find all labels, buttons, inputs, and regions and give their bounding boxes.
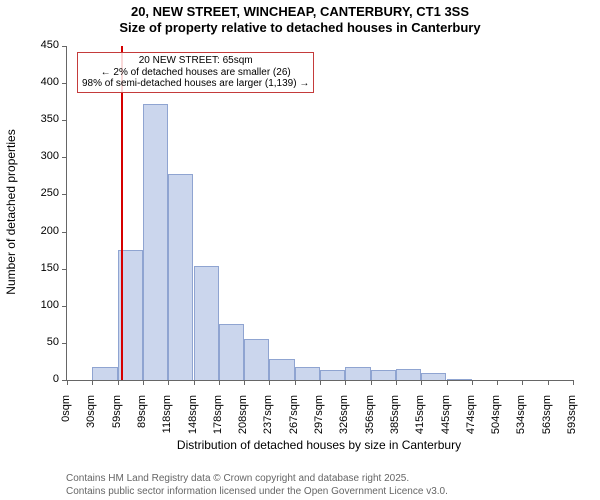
histogram-bar [194, 266, 219, 380]
xtick-mark [396, 380, 397, 385]
footer-line2: Contains public sector information licen… [66, 486, 448, 497]
xtick-mark [497, 380, 498, 385]
xtick-label: 445sqm [440, 395, 452, 445]
ytick-mark [62, 194, 67, 195]
chart-title-line2: Size of property relative to detached ho… [0, 20, 600, 35]
xtick-mark [295, 380, 296, 385]
histogram-bar [396, 369, 421, 380]
xtick-mark [421, 380, 422, 385]
xtick-mark [118, 380, 119, 385]
y-axis-label: Number of detached properties [4, 112, 18, 312]
xtick-label: 504sqm [490, 395, 502, 445]
xtick-label: 89sqm [136, 395, 148, 445]
histogram-bar [219, 324, 244, 380]
histogram-bar [295, 367, 320, 380]
ytick-mark [62, 269, 67, 270]
xtick-mark [168, 380, 169, 385]
annotation-box: 20 NEW STREET: 65sqm← 2% of detached hou… [77, 52, 314, 93]
xtick-label: 356sqm [364, 395, 376, 445]
footer-line1: Contains HM Land Registry data © Crown c… [66, 473, 409, 484]
ytick-label: 200 [25, 225, 59, 237]
ytick-mark [62, 46, 67, 47]
xtick-label: 474sqm [465, 395, 477, 445]
xtick-mark [548, 380, 549, 385]
histogram-plot: 20 NEW STREET: 65sqm← 2% of detached hou… [66, 46, 573, 381]
ytick-label: 250 [25, 187, 59, 199]
ytick-mark [62, 83, 67, 84]
xtick-mark [67, 380, 68, 385]
xtick-label: 30sqm [85, 395, 97, 445]
ytick-label: 50 [25, 336, 59, 348]
ytick-label: 350 [25, 113, 59, 125]
xtick-mark [573, 380, 574, 385]
xtick-mark [320, 380, 321, 385]
xtick-label: 415sqm [414, 395, 426, 445]
xtick-label: 0sqm [60, 395, 72, 445]
histogram-bar [447, 379, 472, 380]
xtick-label: 297sqm [313, 395, 325, 445]
annotation-line1: 20 NEW STREET: 65sqm [82, 55, 309, 67]
ytick-label: 100 [25, 299, 59, 311]
annotation-line2: ← 2% of detached houses are smaller (26) [82, 67, 309, 79]
xtick-mark [143, 380, 144, 385]
histogram-bar [269, 359, 294, 380]
ytick-label: 150 [25, 262, 59, 274]
xtick-label: 563sqm [541, 395, 553, 445]
xtick-label: 534sqm [515, 395, 527, 445]
xtick-mark [345, 380, 346, 385]
xtick-mark [472, 380, 473, 385]
xtick-mark [269, 380, 270, 385]
xtick-label: 59sqm [111, 395, 123, 445]
xtick-mark [92, 380, 93, 385]
xtick-label: 118sqm [161, 395, 173, 445]
ytick-mark [62, 306, 67, 307]
ytick-label: 450 [25, 39, 59, 51]
xtick-label: 148sqm [187, 395, 199, 445]
xtick-mark [219, 380, 220, 385]
ytick-label: 0 [25, 373, 59, 385]
xtick-label: 267sqm [288, 395, 300, 445]
xtick-mark [244, 380, 245, 385]
xtick-label: 593sqm [566, 395, 578, 445]
ytick-mark [62, 232, 67, 233]
ytick-mark [62, 120, 67, 121]
histogram-bar [320, 370, 345, 380]
ytick-label: 400 [25, 76, 59, 88]
xtick-mark [194, 380, 195, 385]
xtick-label: 208sqm [237, 395, 249, 445]
histogram-bar [143, 104, 168, 380]
property-marker-line [121, 46, 123, 380]
ytick-label: 300 [25, 150, 59, 162]
xtick-mark [371, 380, 372, 385]
xtick-mark [522, 380, 523, 385]
xtick-mark [447, 380, 448, 385]
chart-title-line1: 20, NEW STREET, WINCHEAP, CANTERBURY, CT… [0, 4, 600, 19]
histogram-bar [421, 373, 446, 380]
histogram-bar [168, 174, 193, 380]
ytick-mark [62, 157, 67, 158]
histogram-bar [92, 367, 117, 380]
annotation-line3: 98% of semi-detached houses are larger (… [82, 78, 309, 90]
xtick-label: 178sqm [212, 395, 224, 445]
xtick-label: 326sqm [338, 395, 350, 445]
ytick-mark [62, 343, 67, 344]
xtick-label: 237sqm [262, 395, 274, 445]
histogram-bar [345, 367, 370, 380]
histogram-bar [371, 370, 396, 380]
histogram-bar [244, 339, 269, 380]
xtick-label: 385sqm [389, 395, 401, 445]
